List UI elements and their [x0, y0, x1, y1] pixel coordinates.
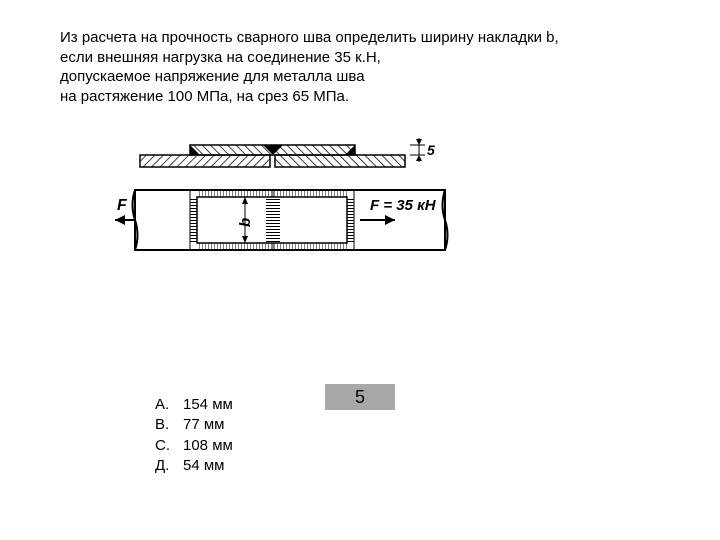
answer-option-b: В. 77 мм — [155, 415, 233, 435]
answer-letter: Д. — [155, 456, 183, 476]
answer-option-a: А. 154 мм — [155, 395, 233, 415]
question-line: если внешняя нагрузка на соединение 35 к… — [60, 48, 670, 68]
dim-5-label: 5 — [427, 142, 435, 158]
answer-letter: В. — [155, 415, 183, 435]
answer-value: 108 мм — [183, 436, 233, 456]
question-text: Из расчета на прочность сварного шва опр… — [60, 28, 670, 106]
score-badge: 5 — [325, 384, 395, 410]
answer-letter: А. — [155, 395, 183, 415]
force-right-label: F = 35 кН — [370, 197, 437, 214]
answer-options: А. 154 мм В. 77 мм С. 108 мм Д. 54 мм — [155, 395, 233, 476]
question-line: на растяжение 100 МПа, на срез 65 МПа. — [60, 87, 670, 107]
question-line: допускаемое напряжение для металла шва — [60, 67, 670, 87]
diagram-svg: 5 b — [115, 135, 465, 275]
question-line: Из расчета на прочность сварного шва опр… — [60, 28, 670, 48]
plan-view: b F F = 35 кН — [115, 190, 448, 250]
badge-value: 5 — [355, 387, 365, 408]
answer-value: 154 мм — [183, 395, 233, 415]
answer-option-c: С. 108 мм — [155, 436, 233, 456]
force-left-label: F — [117, 197, 128, 214]
answer-value: 54 мм — [183, 456, 224, 476]
answer-value: 77 мм — [183, 415, 224, 435]
answer-letter: С. — [155, 436, 183, 456]
answer-option-d: Д. 54 мм — [155, 456, 233, 476]
dim-b-label: b — [237, 218, 254, 227]
engineering-diagram: 5 b — [115, 135, 465, 275]
top-view: 5 — [140, 138, 435, 167]
